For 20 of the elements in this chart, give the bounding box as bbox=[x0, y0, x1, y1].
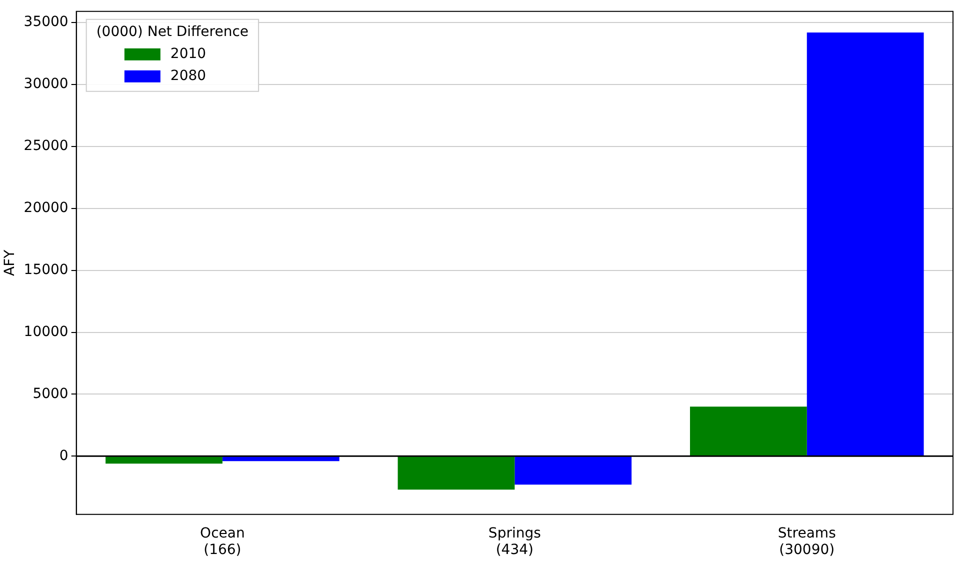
x-tick-label: Streams (30090) bbox=[778, 525, 836, 558]
bar bbox=[106, 456, 222, 464]
x-tick-label: Springs (434) bbox=[488, 525, 541, 558]
y-tick-label: 15000 bbox=[24, 262, 68, 278]
y-tick-label: 30000 bbox=[24, 76, 68, 92]
y-tick-label: 0 bbox=[59, 448, 68, 464]
y-tick-label: 20000 bbox=[24, 200, 68, 216]
y-tick-label: 25000 bbox=[24, 138, 68, 154]
bar bbox=[690, 406, 807, 456]
y-tick-label: 10000 bbox=[24, 324, 68, 340]
legend-label: 2010 bbox=[170, 46, 206, 62]
y-tick-label: 5000 bbox=[32, 386, 68, 402]
legend-label: 2080 bbox=[170, 68, 206, 84]
y-axis-title: AFY bbox=[2, 249, 18, 276]
bar bbox=[398, 456, 515, 490]
y-tick-label: 35000 bbox=[24, 14, 68, 30]
legend-title: (0000) Net Difference bbox=[96, 24, 249, 40]
bar bbox=[806, 32, 924, 456]
bar bbox=[514, 456, 632, 485]
x-tick-label: Ocean (166) bbox=[200, 525, 245, 558]
